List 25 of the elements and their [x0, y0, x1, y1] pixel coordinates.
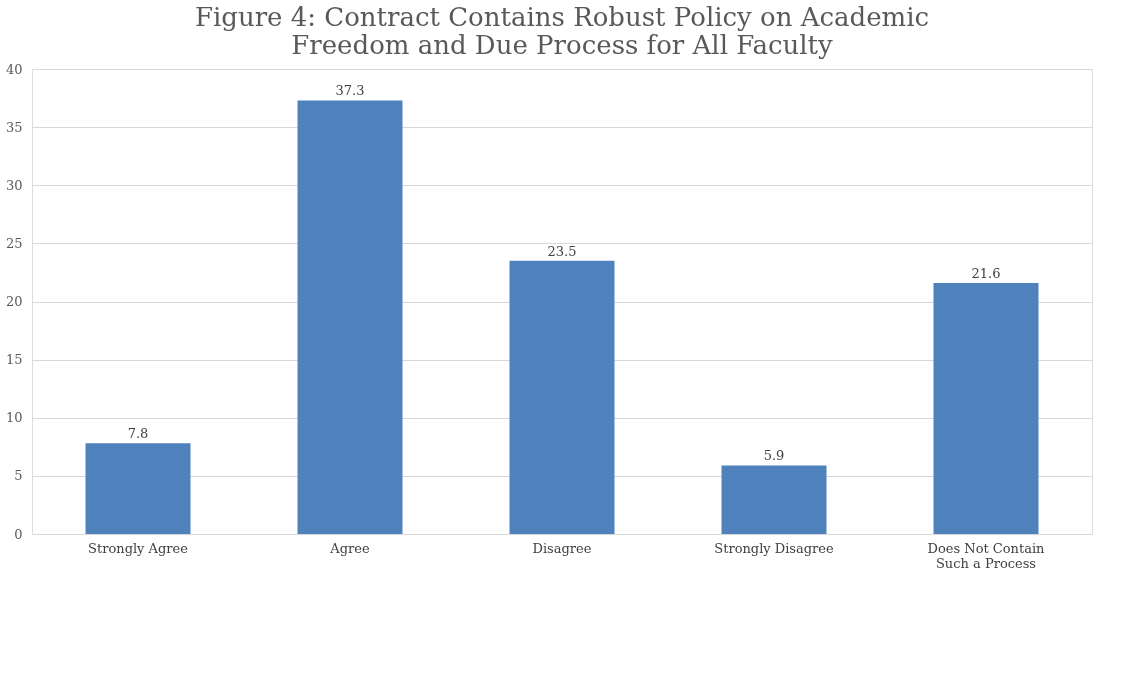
y-tick-label: 35	[5, 119, 23, 135]
data-label: 7.8	[127, 426, 149, 442]
x-tick-label: Agree	[329, 540, 370, 556]
x-tick-label: Does Not Contain Such a Process	[927, 540, 1046, 571]
x-tick-label: Disagree	[532, 540, 592, 556]
data-label: 21.6	[971, 265, 1001, 281]
bar	[721, 465, 827, 534]
y-tick-label: 10	[5, 410, 23, 426]
y-tick-label: 40	[5, 61, 23, 77]
y-tick-label: 0	[14, 526, 23, 542]
chart-title: Figure 4: Contract Contains Robust Policy on Academic Freedom and Due Process for All Faculty	[194, 2, 930, 60]
y-tick-label: 5	[14, 468, 23, 484]
y-tick-label: 20	[5, 294, 23, 309]
bar	[297, 100, 403, 534]
bar	[509, 260, 615, 534]
bar	[933, 282, 1039, 534]
data-label: 37.3	[335, 83, 365, 99]
y-tick-label: 30	[5, 177, 23, 193]
x-tick-label: Strongly Agree	[88, 540, 189, 556]
y-tick-label: 25	[5, 235, 23, 251]
data-label: 5.9	[763, 448, 785, 464]
x-tick-label: Strongly Disagree	[714, 540, 835, 556]
data-label: 23.5	[547, 243, 577, 259]
bar	[85, 443, 191, 534]
y-tick-label: 15	[5, 352, 23, 368]
